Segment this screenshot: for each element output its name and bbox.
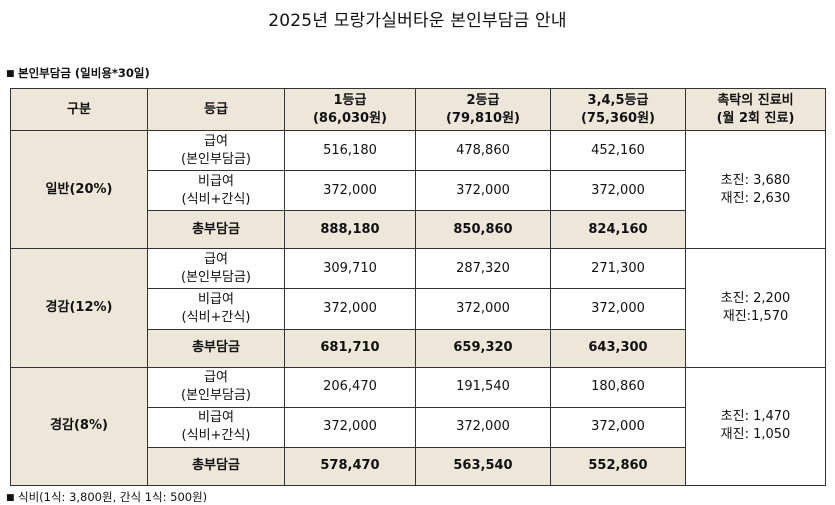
header-grade1: 1등급 (86,030원) <box>284 88 416 131</box>
header-visit-fee: 촉탁의 진료비 (월 2회 진료) <box>685 88 826 131</box>
cell-value: 372,000 <box>550 170 686 212</box>
header-grade345-name: 3,4,5등급 <box>587 92 649 108</box>
visit-fee-cell: 초진: 1,470 재진: 1,050 <box>685 366 826 487</box>
visit-repeat: 재진: 1,050 <box>720 427 791 443</box>
cell-value: 372,000 <box>415 406 551 448</box>
total-value: 643,300 <box>550 328 686 368</box>
header-grade2-fee: (79,810원) <box>445 110 520 126</box>
cell-value: 452,160 <box>550 129 686 172</box>
row-label-nonbenefit-line1: 비급여 <box>198 173 234 189</box>
visit-fee-cell: 초진: 2,200 재진:1,570 <box>685 248 826 368</box>
visit-first: 초진: 3,680 <box>720 172 791 188</box>
table-row: 경감(8%) 급여 (본인부담금) 206,470 191,540 180,86… <box>10 366 826 487</box>
cell-value: 372,000 <box>284 406 416 448</box>
cell-value: 206,470 <box>284 366 416 408</box>
group-name: 경감(8%) <box>10 366 148 487</box>
visit-first: 초진: 1,470 <box>720 409 791 425</box>
cell-value: 478,860 <box>415 129 551 172</box>
header-visit-fee-name: 촉탁의 진료비 <box>717 92 794 108</box>
row-label-benefit-line2: (본인부담금) <box>181 151 251 167</box>
row-label-nonbenefit-line1: 비급여 <box>198 410 234 426</box>
cell-value: 191,540 <box>415 366 551 408</box>
visit-repeat: 재진:1,570 <box>722 308 789 324</box>
cell-value: 271,300 <box>550 248 686 290</box>
row-label-nonbenefit: 비급여 (식비+간식) <box>147 406 285 448</box>
header-grade1-fee: (86,030원) <box>312 110 387 126</box>
table-row: 경감(12%) 급여 (본인부담금) 309,710 287,320 271,3… <box>10 248 826 368</box>
total-value: 850,860 <box>415 210 551 250</box>
row-label-nonbenefit-line1: 비급여 <box>198 291 234 307</box>
fee-table: 구분 등급 1등급 (86,030원) 2등급 (79,810원) 3,4,5등… <box>10 88 826 487</box>
row-label-nonbenefit: 비급여 (식비+간식) <box>147 170 285 212</box>
section-label-text: 본인부담금 (일비용*30일) <box>18 66 150 80</box>
cell-value: 372,000 <box>284 288 416 330</box>
total-value: 578,470 <box>284 446 416 487</box>
row-label-benefit-line2: (본인부담금) <box>181 269 251 285</box>
total-value: 563,540 <box>415 446 551 487</box>
total-value: 552,860 <box>550 446 686 487</box>
page-title: 2025년 모랑가실버타운 본인부담금 안내 <box>268 11 567 31</box>
table-row-total: 총부담금 578,470 563,540 552,860 <box>11 446 826 487</box>
header-grade345-fee: (75,360원) <box>580 110 655 126</box>
total-value: 824,160 <box>550 210 686 250</box>
cell-value: 180,860 <box>550 366 686 408</box>
cell-value: 372,000 <box>550 288 686 330</box>
header-grade2-name: 2등급 <box>466 92 500 108</box>
row-label-nonbenefit-line2: (식비+간식) <box>181 191 251 207</box>
table-row: 비급여 (식비+간식) 372,000 372,000 372,000 <box>11 288 826 330</box>
row-label-benefit: 급여 (본인부담금) <box>147 129 285 172</box>
cell-value: 309,710 <box>284 248 416 290</box>
bullet-icon: ■ <box>6 493 15 503</box>
header-grade: 등급 <box>147 88 285 131</box>
row-label-total: 총부담금 <box>147 210 285 250</box>
row-label-benefit-line1: 급여 <box>204 370 228 386</box>
visit-repeat: 재진: 2,630 <box>720 190 791 206</box>
total-value: 681,710 <box>284 328 416 368</box>
table-row-total: 총부담금 681,710 659,320 643,300 <box>11 328 826 368</box>
visit-fee-cell: 초진: 3,680 재진: 2,630 <box>685 129 826 250</box>
cell-value: 372,000 <box>284 170 416 212</box>
header-visit-fee-note: (월 2회 진료) <box>716 110 795 126</box>
row-label-benefit-line1: 급여 <box>204 133 228 149</box>
row-label-benefit-line1: 급여 <box>204 251 228 267</box>
bullet-icon: ■ <box>6 69 15 79</box>
header-row: 구분 등급 1등급 (86,030원) 2등급 (79,810원) 3,4,5등… <box>10 88 826 131</box>
row-label-nonbenefit: 비급여 (식비+간식) <box>147 288 285 330</box>
cell-value: 372,000 <box>415 170 551 212</box>
header-grade345: 3,4,5등급 (75,360원) <box>550 88 686 131</box>
row-label-total: 총부담금 <box>147 446 285 487</box>
header-grade1-name: 1등급 <box>333 92 367 108</box>
header-group: 구분 <box>10 88 148 131</box>
row-label-benefit-line2: (본인부담금) <box>181 388 251 404</box>
section-label: ■ 본인부담금 (일비용*30일) <box>6 65 150 81</box>
row-label-benefit: 급여 (본인부담금) <box>147 366 285 408</box>
table-row: 일반(20%) 급여 (본인부담금) 516,180 478,860 452,1… <box>10 129 826 250</box>
table-row-total: 총부담금 888,180 850,860 824,160 <box>11 210 826 250</box>
total-value: 888,180 <box>284 210 416 250</box>
row-label-total: 총부담금 <box>147 328 285 368</box>
cell-value: 372,000 <box>550 406 686 448</box>
cell-value: 516,180 <box>284 129 416 172</box>
footnote-text: 식비(1식: 3,800원, 간식 1식: 500원) <box>18 490 208 504</box>
footnote: ■ 식비(1식: 3,800원, 간식 1식: 500원) <box>6 489 207 505</box>
group-name: 일반(20%) <box>10 129 148 250</box>
table-row: 비급여 (식비+간식) 372,000 372,000 372,000 <box>11 170 826 212</box>
row-label-benefit: 급여 (본인부담금) <box>147 248 285 290</box>
row-label-nonbenefit-line2: (식비+간식) <box>181 428 251 444</box>
group-name: 경감(12%) <box>10 248 148 368</box>
visit-first: 초진: 2,200 <box>720 290 791 306</box>
cell-value: 372,000 <box>415 288 551 330</box>
row-label-nonbenefit-line2: (식비+간식) <box>181 309 251 325</box>
header-grade2: 2등급 (79,810원) <box>415 88 551 131</box>
total-value: 659,320 <box>415 328 551 368</box>
cell-value: 287,320 <box>415 248 551 290</box>
